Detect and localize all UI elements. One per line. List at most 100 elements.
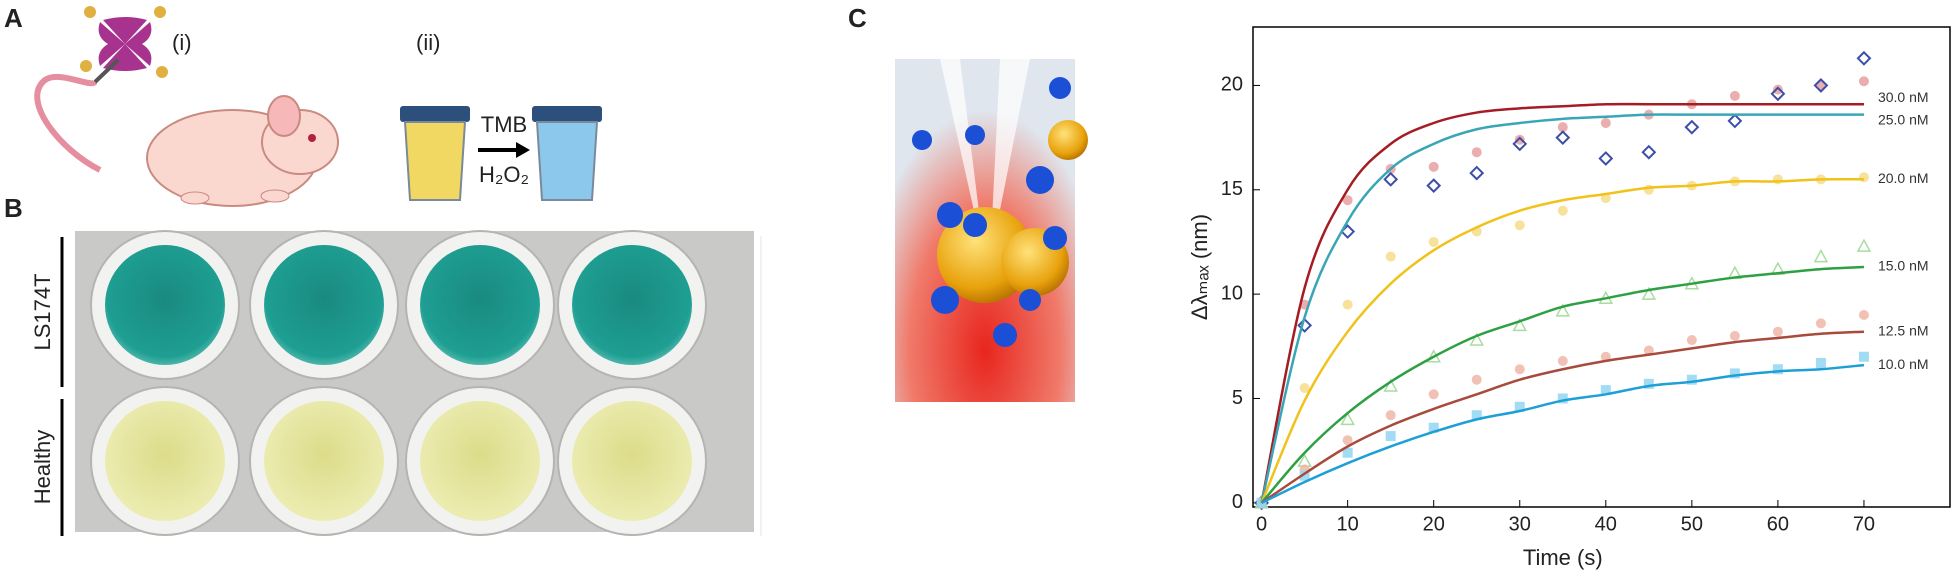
data-point xyxy=(1557,355,1568,366)
data-point xyxy=(1856,238,1872,252)
series-label: 20.0 nM xyxy=(1878,170,1929,186)
data-point xyxy=(1729,368,1740,379)
series-label: 12.5 nM xyxy=(1878,322,1929,338)
x-tick-label: 30 xyxy=(1509,513,1531,535)
data-point xyxy=(1512,317,1528,332)
nanoparticle-illustration xyxy=(895,59,1088,402)
data-point xyxy=(1815,318,1826,329)
data-point xyxy=(1641,286,1657,300)
data-point xyxy=(1471,147,1482,158)
data-point xyxy=(1514,364,1525,375)
data-point xyxy=(1600,385,1611,396)
data-point xyxy=(1684,119,1700,135)
data-point xyxy=(1557,122,1568,133)
fit-line xyxy=(1260,330,1865,504)
data-point xyxy=(1858,310,1869,320)
data-point xyxy=(1385,410,1396,421)
well-plate-photo xyxy=(75,230,754,536)
y-tick-label: 5 xyxy=(1232,387,1243,409)
data-point xyxy=(1299,383,1310,394)
step-label: (i) xyxy=(172,30,192,55)
data-point xyxy=(1772,326,1783,337)
y-tick-label: 20 xyxy=(1221,74,1243,96)
series-label: 30.0 nM xyxy=(1878,89,1929,105)
data-point xyxy=(1856,50,1872,66)
fit-line xyxy=(1260,265,1865,504)
x-tick-label: 70 xyxy=(1853,513,1875,535)
data-point xyxy=(1641,144,1657,160)
mouse-illustration xyxy=(34,58,339,207)
y-tick-label: 10 xyxy=(1221,282,1243,304)
data-point xyxy=(1385,251,1396,262)
y-tick-label: 0 xyxy=(1232,491,1243,513)
fit-line xyxy=(1260,177,1864,504)
data-point xyxy=(1428,389,1439,400)
series-label: 15.0 nM xyxy=(1878,258,1929,274)
data-point xyxy=(1297,318,1313,333)
data-point xyxy=(1514,401,1525,412)
data-point xyxy=(1643,345,1654,356)
data-point xyxy=(1815,358,1826,368)
data-point xyxy=(1557,205,1568,216)
x-tick-label: 50 xyxy=(1681,513,1703,535)
series-label: 25.0 nM xyxy=(1878,111,1929,127)
data-point xyxy=(1770,86,1786,102)
step-label: (ii) xyxy=(416,30,440,55)
fit-line xyxy=(1261,363,1865,504)
data-point xyxy=(1858,76,1869,87)
cup-icons xyxy=(400,106,602,201)
data-point xyxy=(1514,134,1525,145)
data-point xyxy=(1772,84,1783,95)
data-point xyxy=(1512,136,1528,152)
data-point xyxy=(1729,90,1740,101)
data-point xyxy=(1428,236,1439,247)
x-tick-label: 0 xyxy=(1256,513,1267,535)
data-point xyxy=(1858,172,1869,183)
data-point xyxy=(1813,248,1829,263)
data-point xyxy=(1772,364,1783,375)
panel-label: C xyxy=(848,3,867,33)
panel-label: B xyxy=(4,193,23,223)
data-point xyxy=(1555,130,1571,146)
data-point xyxy=(1385,431,1396,442)
data-point xyxy=(1686,335,1697,346)
data-point xyxy=(1426,178,1442,194)
data-point xyxy=(1340,411,1355,426)
data-point xyxy=(1299,470,1310,481)
arrow-head xyxy=(516,142,530,158)
data-point xyxy=(1383,378,1398,392)
data-point xyxy=(1383,171,1399,187)
panel-label: A xyxy=(4,3,23,33)
plot-frame xyxy=(1252,26,1951,508)
series-label: 10.0 nM xyxy=(1878,356,1929,372)
data-point xyxy=(1342,447,1353,458)
row-label: LS174T xyxy=(30,273,55,350)
x-tick-label: 40 xyxy=(1595,513,1617,535)
y-axis-label: Δλₘₐₓ (nm) xyxy=(1187,214,1212,320)
data-point xyxy=(1428,161,1439,172)
data-point xyxy=(1598,151,1614,166)
fit-line xyxy=(1260,113,1864,504)
data-point xyxy=(1729,330,1740,341)
data-point xyxy=(1772,174,1783,185)
x-tick-label: 20 xyxy=(1423,513,1445,535)
data-point xyxy=(1600,118,1611,128)
data-point xyxy=(1342,435,1353,446)
data-point xyxy=(1643,378,1654,389)
data-point xyxy=(1469,165,1485,181)
data-point xyxy=(1686,374,1697,385)
data-point xyxy=(1858,351,1869,362)
data-point xyxy=(1514,220,1525,231)
row-label: Healthy xyxy=(30,430,55,505)
data-point xyxy=(1813,78,1829,93)
y-tick-label: 15 xyxy=(1221,178,1243,200)
x-tick-label: 10 xyxy=(1337,513,1359,535)
x-tick-label: 60 xyxy=(1767,513,1789,535)
data-point xyxy=(1428,422,1439,433)
reagent-label: H₂O₂ xyxy=(479,162,529,187)
data-point xyxy=(1342,299,1353,310)
data-point xyxy=(1342,195,1353,206)
data-point xyxy=(1557,393,1568,404)
data-point xyxy=(1555,303,1571,317)
